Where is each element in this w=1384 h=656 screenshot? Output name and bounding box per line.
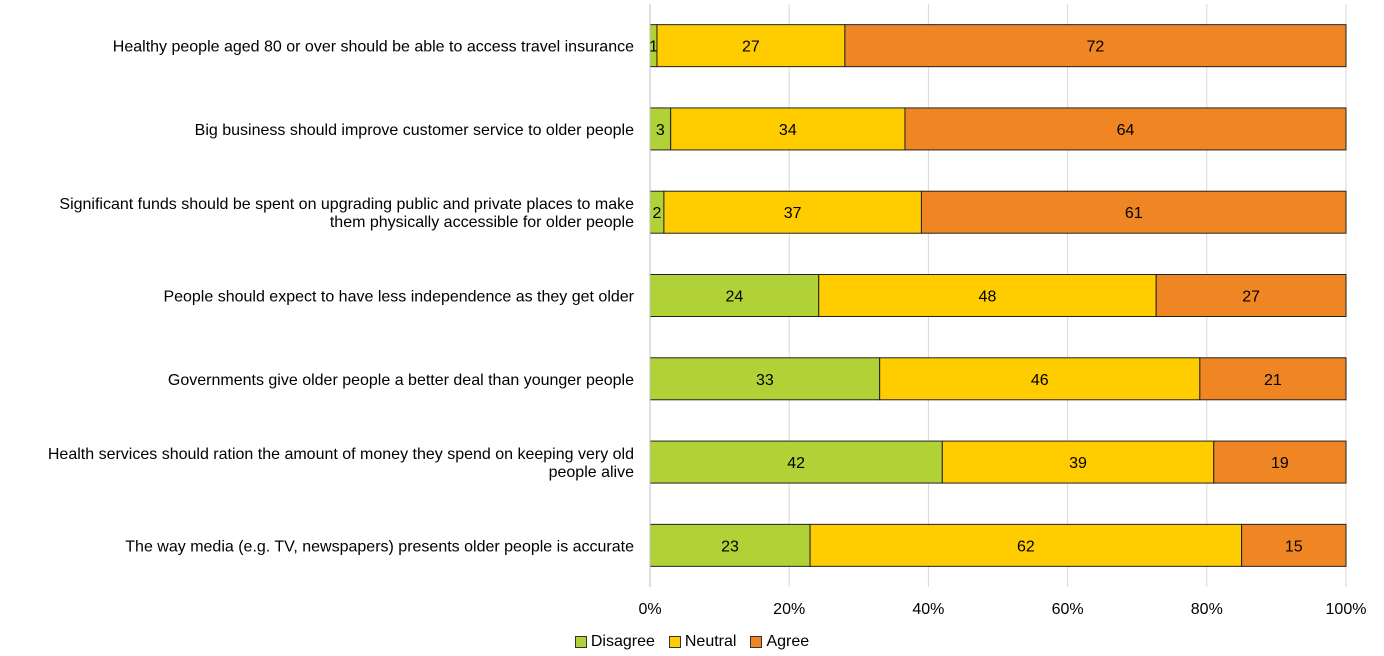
data-label: 23 xyxy=(721,538,739,555)
data-label: 61 xyxy=(1125,205,1143,222)
category-label: The way media (e.g. TV, newspapers) pres… xyxy=(125,538,634,555)
bar-segment-neutral xyxy=(809,523,1243,567)
x-tick-label: 100% xyxy=(1326,601,1367,618)
data-label: 34 xyxy=(779,122,797,139)
data-label: 48 xyxy=(979,289,997,306)
bar-segment-agree xyxy=(920,190,1347,234)
bar-segment-neutral xyxy=(879,357,1201,401)
data-label: 24 xyxy=(725,289,743,306)
x-tick-label: 80% xyxy=(1191,601,1223,618)
data-label: 21 xyxy=(1264,372,1282,389)
data-label: 3 xyxy=(656,122,665,139)
category-label: Health services should ration the amount… xyxy=(48,446,634,463)
stacked-bar-chart: 0% 20% 40% 60% 80% 100% 1 27 72 Healthy people ag… xyxy=(48,4,1367,618)
bar-segment-disagree xyxy=(649,274,820,317)
legend-item-neutral: Neutral xyxy=(668,633,737,651)
data-label: 72 xyxy=(1087,39,1105,56)
legend-swatch-neutral xyxy=(668,636,681,648)
legend-label-neutral: Neutral xyxy=(684,633,737,650)
data-label: 39 xyxy=(1069,455,1087,472)
data-label: 27 xyxy=(742,39,760,56)
category-label: people alive xyxy=(549,464,635,481)
category-label: Significant funds should be spent on upg… xyxy=(59,196,634,213)
bar-segment-agree xyxy=(1213,440,1347,484)
data-label: 37 xyxy=(784,205,802,222)
legend-swatch-disagree xyxy=(574,636,587,648)
data-label: 2 xyxy=(653,205,662,222)
bar-segment-disagree xyxy=(649,523,811,567)
category-label: Healthy people aged 80 or over should be… xyxy=(113,39,634,56)
x-tick-label: 0% xyxy=(638,601,661,618)
data-label: 19 xyxy=(1271,455,1289,472)
data-label: 42 xyxy=(787,455,805,472)
bar-segment-agree xyxy=(844,24,1347,68)
legend-item-disagree: Disagree xyxy=(574,633,655,651)
data-label: 15 xyxy=(1285,538,1303,555)
bar-segment-agree xyxy=(1241,523,1347,567)
bar-segment-agree xyxy=(904,107,1347,151)
x-tick-label: 60% xyxy=(1052,601,1084,618)
category-label: them physically accessible for older peo… xyxy=(330,214,634,231)
data-label: 64 xyxy=(1117,122,1135,139)
data-label: 62 xyxy=(1017,538,1035,555)
bar-segment-neutral xyxy=(818,274,1157,317)
category-label: Big business should improve customer ser… xyxy=(195,122,634,139)
bar-segment-neutral xyxy=(941,440,1215,484)
legend-label-disagree: Disagree xyxy=(590,633,655,650)
bar-segment-neutral xyxy=(656,24,846,68)
data-label: 33 xyxy=(756,372,774,389)
category-label: Governments give older people a better d… xyxy=(168,372,634,389)
legend-swatch-agree xyxy=(750,636,763,648)
data-label: 1 xyxy=(649,39,658,56)
data-label: 27 xyxy=(1242,289,1260,306)
bar-segment-agree xyxy=(1199,357,1347,401)
bar-segment-disagree xyxy=(649,440,943,484)
category-label: People should expect to have less indepe… xyxy=(163,289,634,306)
bar-segment-neutral xyxy=(663,190,922,234)
legend-item-agree: Agree xyxy=(750,633,809,651)
x-tick-label: 40% xyxy=(912,601,944,618)
legend-label-agree: Agree xyxy=(766,633,810,650)
chart-legend: Disagree Neutral Agree xyxy=(0,633,1384,651)
data-label: 46 xyxy=(1031,372,1049,389)
bar-segment-agree xyxy=(1155,274,1347,317)
x-tick-label: 20% xyxy=(773,601,805,618)
